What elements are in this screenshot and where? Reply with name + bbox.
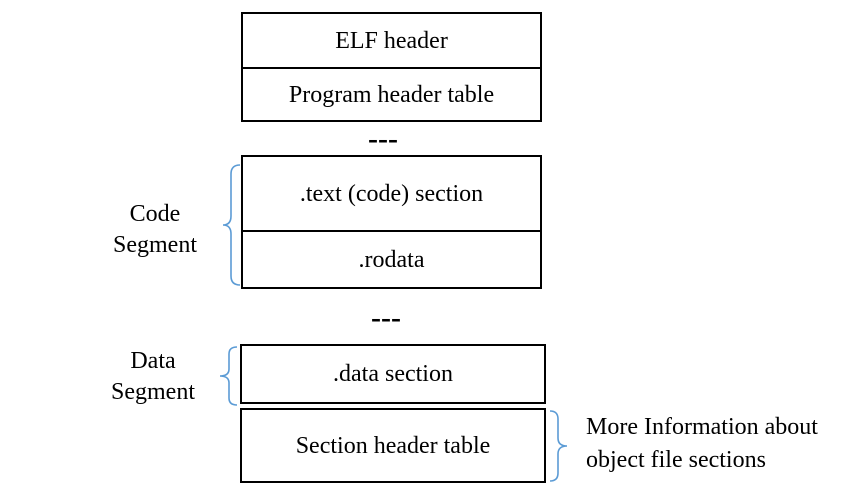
section-info-brace-icon — [549, 410, 568, 482]
data-section-label: .data section — [333, 361, 453, 387]
code-segment-line2: Segment — [113, 232, 197, 258]
more-info-line1: More Information about — [586, 414, 818, 440]
code-segment-brace-icon — [222, 164, 241, 286]
code-segment-label: Code Segment — [100, 199, 210, 261]
ellipsis-separator-2: --- — [371, 301, 401, 334]
section-header-table-label: Section header table — [295, 432, 491, 459]
ellipsis-separator-1: --- — [368, 122, 398, 155]
elf-header-box: ELF header — [241, 12, 542, 69]
section-header-table-box: Section header table — [240, 408, 546, 483]
rodata-box: .rodata — [241, 230, 542, 289]
data-segment-brace-icon — [219, 346, 238, 406]
data-segment-line2: Segment — [111, 379, 195, 405]
data-segment-label: Data Segment — [98, 346, 208, 408]
more-info-label: More Information about object file secti… — [586, 411, 818, 477]
rodata-label: .rodata — [358, 246, 425, 273]
code-segment-line1: Code — [129, 201, 181, 227]
data-section-box: .data section — [240, 344, 546, 404]
elf-header-label: ELF header — [335, 27, 448, 54]
more-info-line2: object file sections — [586, 447, 766, 473]
text-section-label: .text (code) section — [299, 180, 484, 207]
text-section-box: .text (code) section — [241, 155, 542, 232]
program-header-table-box: Program header table — [241, 67, 542, 122]
program-header-table-label: Program header table — [288, 81, 495, 108]
data-segment-line1: Data — [130, 348, 176, 374]
